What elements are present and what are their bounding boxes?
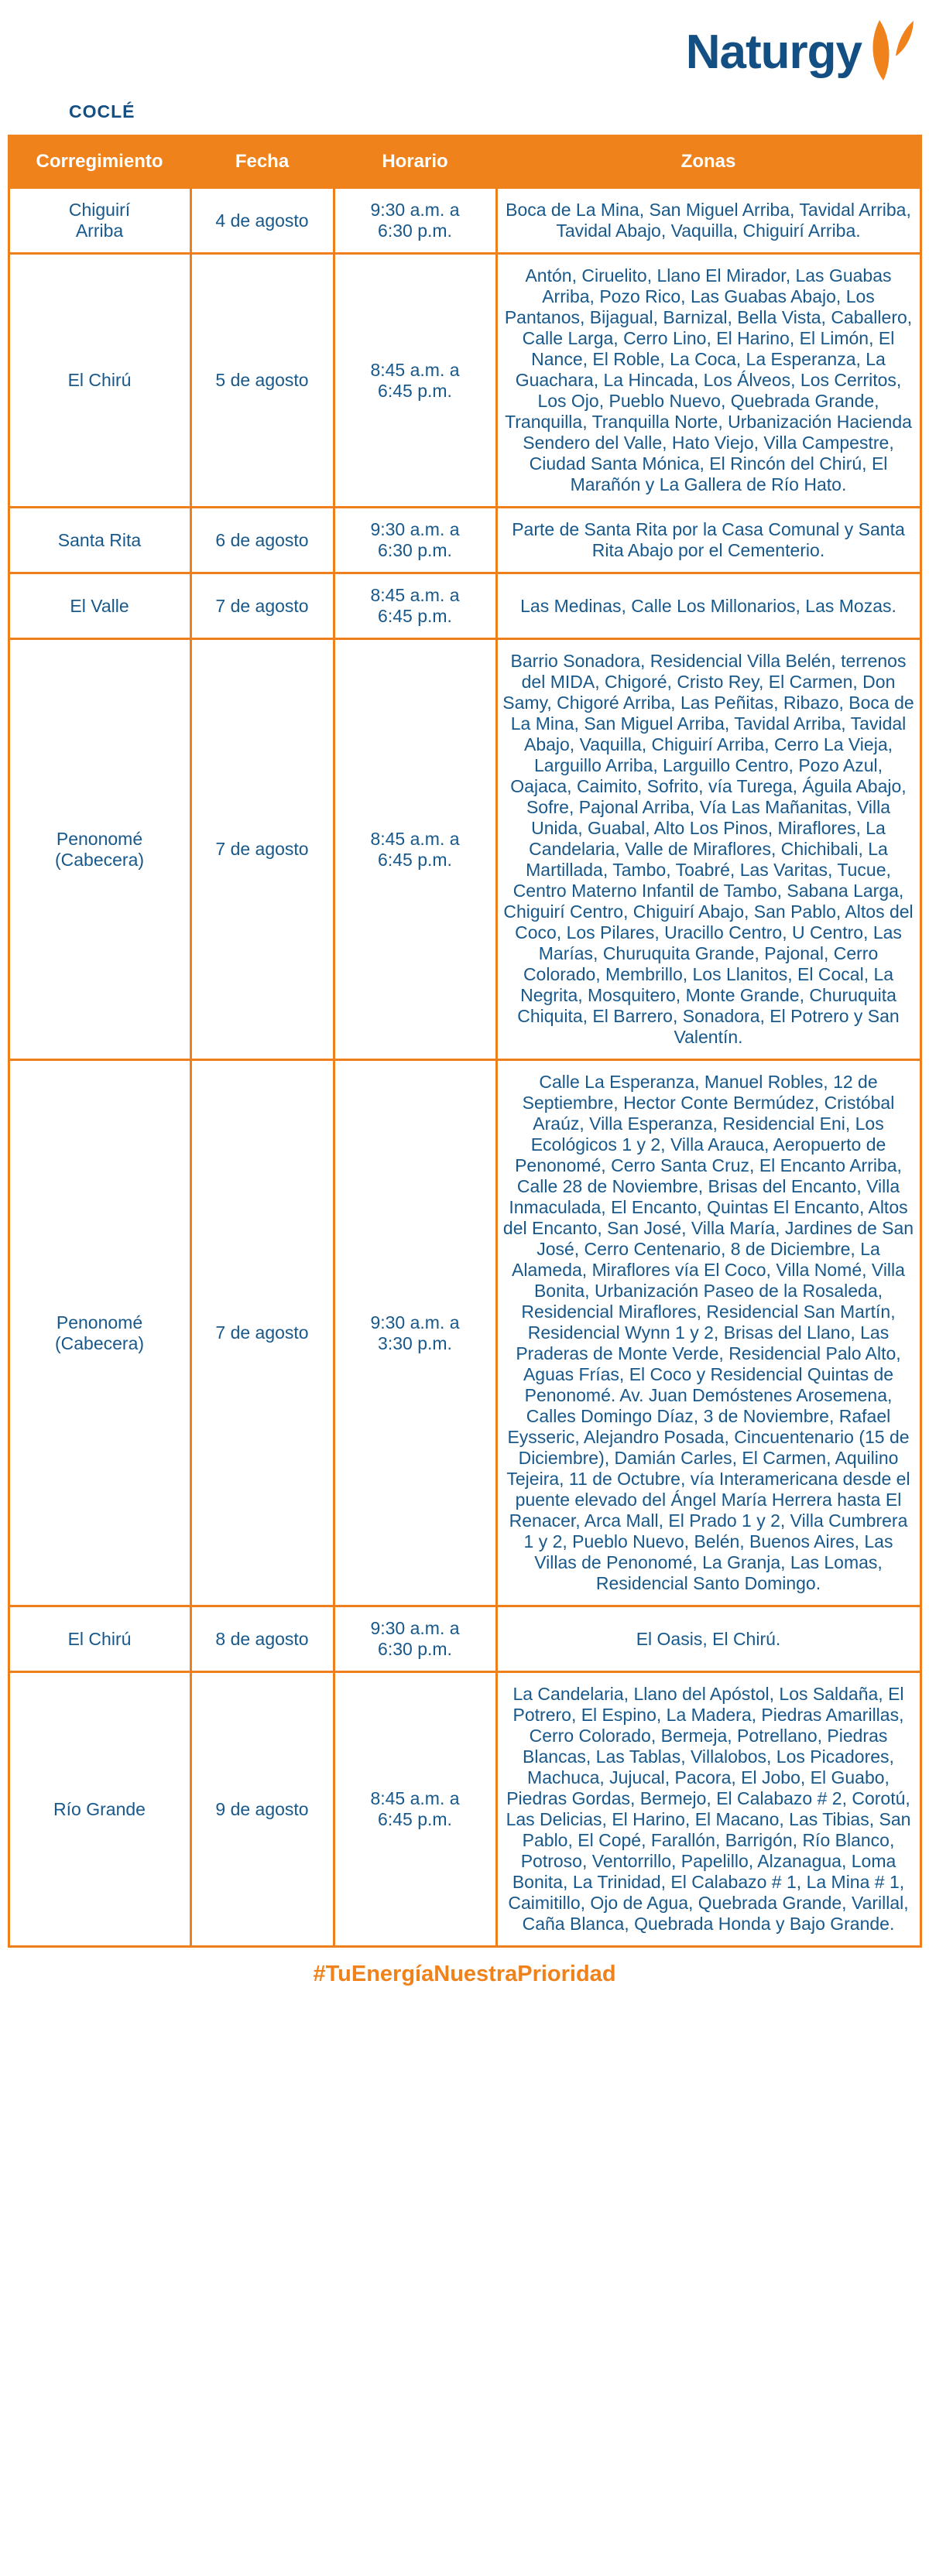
cell-corregimiento-text: Río Grande <box>53 1798 146 1819</box>
page-header: Naturgy COCLÉ <box>9 20 920 122</box>
cell-fecha: 7 de agosto <box>189 572 335 640</box>
cell-zonas: Barrio Sonadora, Residencial Villa Belén… <box>495 638 922 1061</box>
cell-zonas-text: Antón, Ciruelito, Llano El Mirador, Las … <box>504 265 913 494</box>
cell-corregimiento-text: Penonomé (Cabecera) <box>54 828 145 870</box>
cell-horario: 8:45 a.m. a 6:45 p.m. <box>332 1671 498 1948</box>
cell-horario-text: 9:30 a.m. a 6:30 p.m. <box>370 519 460 560</box>
cell-corregimiento: Santa Rita <box>7 506 192 574</box>
table-row: Río Grande 9 de agosto 8:45 a.m. a 6:45 p.… <box>7 1671 922 1948</box>
cell-horario-text: 9:30 a.m. a 6:30 p.m. <box>370 1618 460 1659</box>
cell-horario: 8:45 a.m. a 6:45 p.m. <box>332 252 498 508</box>
cell-corregimiento: El Chirú <box>7 252 192 508</box>
cell-corregimiento: Río Grande <box>7 1671 192 1948</box>
cell-zonas-text: El Oasis, El Chirú. <box>636 1628 781 1649</box>
cell-zonas-text: Las Medinas, Calle Los Millonarios, Las … <box>520 595 896 616</box>
cell-fecha-text: 7 de agosto <box>215 1322 309 1343</box>
page-footer: #TuEnergíaNuestraPrioridad <box>0 1962 929 1998</box>
naturgy-flame-icon <box>866 17 914 86</box>
cell-horario-text: 8:45 a.m. a 6:45 p.m. <box>370 585 460 626</box>
cell-zonas-text: Barrio Sonadora, Residencial Villa Belén… <box>502 651 914 1047</box>
cell-horario-text: 8:45 a.m. a 6:45 p.m. <box>370 828 460 870</box>
cell-zonas: Antón, Ciruelito, Llano El Mirador, Las … <box>495 252 922 508</box>
region-title: COCLÉ <box>69 101 135 121</box>
cell-fecha: 9 de agosto <box>189 1671 335 1948</box>
cell-corregimiento-text: El Chirú <box>67 370 132 390</box>
cell-corregimiento-text: Penonomé (Cabecera) <box>54 1312 145 1353</box>
table-row: Santa Rita 6 de agosto 9:30 a.m. a 6:30 p.… <box>7 506 922 574</box>
table-header: Corregimiento Fecha Horario Zonas <box>7 135 922 189</box>
cell-fecha: 5 de agosto <box>189 252 335 508</box>
table-row: Penonomé (Cabecera) 7 de agosto 9:30 a.m. … <box>7 1059 922 1607</box>
cell-fecha: 8 de agosto <box>189 1605 335 1673</box>
column-header-fecha: Fecha <box>189 135 335 189</box>
table-row: Chiguirí Arriba 4 de agosto 9:30 a.m. a 6:… <box>7 186 922 255</box>
cell-zonas-text: Calle La Esperanza, Manuel Robles, 12 de… <box>502 1072 914 1593</box>
cell-horario: 9:30 a.m. a 6:30 p.m. <box>332 1605 498 1673</box>
cell-horario: 9:30 a.m. a 3:30 p.m. <box>332 1059 498 1607</box>
cell-fecha-text: 9 de agosto <box>215 1798 309 1819</box>
cell-corregimiento-text: Chiguirí Arriba <box>68 200 131 241</box>
cell-horario-text: 9:30 a.m. a 3:30 p.m. <box>370 1312 460 1353</box>
outage-table-body: Chiguirí Arriba 4 de agosto 9:30 a.m. a 6:… <box>7 186 922 1948</box>
cell-corregimiento: Penonomé (Cabecera) <box>7 1059 192 1607</box>
cell-corregimiento: El Chirú <box>7 1605 192 1673</box>
cell-fecha-text: 5 de agosto <box>215 370 309 390</box>
cell-fecha: 7 de agosto <box>189 1059 335 1607</box>
cell-zonas: El Oasis, El Chirú. <box>495 1605 922 1673</box>
cell-corregimiento: Penonomé (Cabecera) <box>7 638 192 1061</box>
naturgy-logo: Naturgy <box>685 20 914 86</box>
table-row: El Valle 7 de agosto 8:45 a.m. a 6:45 p.m.… <box>7 572 922 640</box>
column-header-horario: Horario <box>332 135 498 189</box>
cell-fecha: 4 de agosto <box>189 186 335 255</box>
cell-horario: 9:30 a.m. a 6:30 p.m. <box>332 506 498 574</box>
cell-fecha: 6 de agosto <box>189 506 335 574</box>
cell-corregimiento-text: Santa Rita <box>57 529 142 550</box>
cell-fecha-text: 6 de agosto <box>215 529 309 550</box>
cell-zonas: Las Medinas, Calle Los Millonarios, Las … <box>495 572 922 640</box>
cell-horario: 9:30 a.m. a 6:30 p.m. <box>332 186 498 255</box>
cell-corregimiento-text: El Chirú <box>67 1628 132 1649</box>
cell-horario-text: 8:45 a.m. a 6:45 p.m. <box>370 1788 460 1829</box>
cell-zonas-text: Parte de Santa Rita por la Casa Comunal … <box>512 519 905 560</box>
table-row: Penonomé (Cabecera) 7 de agosto 8:45 a.m. … <box>7 638 922 1061</box>
cell-fecha-text: 7 de agosto <box>215 839 309 859</box>
cell-corregimiento: Chiguirí Arriba <box>7 186 192 255</box>
table-row: El Chirú 8 de agosto 9:30 a.m. a 6:30 p.m.… <box>7 1605 922 1673</box>
outage-table: Corregimiento Fecha Horario Zonas Chigui… <box>7 135 922 1948</box>
cell-zonas-text: Boca de La Mina, San Miguel Arriba, Tavi… <box>506 200 911 241</box>
cell-fecha-text: 7 de agosto <box>215 595 309 616</box>
column-header-zonas: Zonas <box>495 135 922 189</box>
cell-zonas: Parte de Santa Rita por la Casa Comunal … <box>495 506 922 574</box>
cell-horario: 8:45 a.m. a 6:45 p.m. <box>332 638 498 1061</box>
table-header-row: Corregimiento Fecha Horario Zonas <box>7 135 922 189</box>
naturgy-logo-wordmark: Naturgy <box>685 26 862 79</box>
column-header-corregimiento: Corregimiento <box>7 135 192 189</box>
campaign-hashtag: #TuEnergíaNuestraPrioridad <box>313 1962 616 1986</box>
cell-horario: 8:45 a.m. a 6:45 p.m. <box>332 572 498 640</box>
cell-fecha-text: 4 de agosto <box>215 210 309 231</box>
cell-zonas: Calle La Esperanza, Manuel Robles, 12 de… <box>495 1059 922 1607</box>
cell-zonas: Boca de La Mina, San Miguel Arriba, Tavi… <box>495 186 922 255</box>
cell-fecha-text: 8 de agosto <box>215 1628 309 1649</box>
cell-zonas: La Candelaria, Llano del Apóstol, Los Sa… <box>495 1671 922 1948</box>
table-row: El Chirú 5 de agosto 8:45 a.m. a 6:45 p.m.… <box>7 252 922 508</box>
cell-corregimiento-text: El Valle <box>70 595 129 616</box>
cell-horario-text: 9:30 a.m. a 6:30 p.m. <box>370 200 460 241</box>
cell-fecha: 7 de agosto <box>189 638 335 1061</box>
cell-horario-text: 8:45 a.m. a 6:45 p.m. <box>370 359 460 401</box>
cell-zonas-text: La Candelaria, Llano del Apóstol, Los Sa… <box>506 1684 911 1934</box>
cell-corregimiento: El Valle <box>7 572 192 640</box>
